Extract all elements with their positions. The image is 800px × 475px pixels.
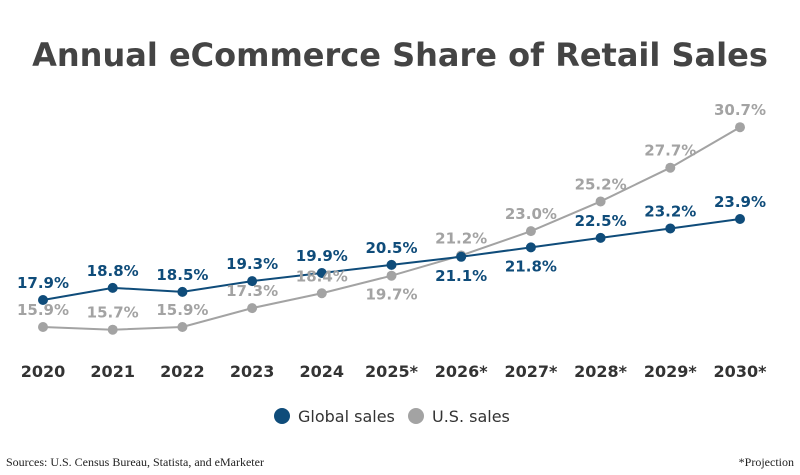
x-tick-label: 2029*: [644, 362, 698, 381]
data-label: 15.9%: [156, 301, 208, 319]
data-point: [595, 232, 606, 243]
data-point: [665, 223, 676, 234]
data-point: [525, 226, 536, 237]
data-label: 19.7%: [365, 286, 417, 304]
x-tick-label: 2023: [230, 362, 275, 381]
x-tick-label: 2022: [160, 362, 205, 381]
data-point: [595, 196, 606, 207]
legend-label-global: Global sales: [298, 407, 395, 426]
data-point: [38, 322, 48, 332]
data-label: 19.9%: [296, 247, 348, 265]
data-point: [247, 276, 258, 287]
data-point: [665, 162, 676, 173]
data-label: 21.2%: [435, 229, 487, 247]
data-label: 18.5%: [156, 266, 208, 284]
data-label: 30.7%: [714, 101, 766, 119]
data-point: [177, 286, 188, 297]
data-label: 17.3%: [226, 282, 278, 300]
data-label: 22.5%: [575, 212, 627, 230]
source-note: Sources: U.S. Census Bureau, Statista, a…: [6, 455, 264, 469]
data-label: 23.0%: [505, 205, 557, 223]
data-label: 23.2%: [644, 202, 696, 220]
data-point: [316, 288, 327, 299]
data-label: 27.7%: [644, 142, 696, 160]
legend-marker-us: [408, 408, 424, 424]
x-tick-label: 2020: [21, 362, 66, 381]
data-label: 18.8%: [87, 262, 139, 280]
x-tick-label: 2024: [300, 362, 345, 381]
legend-label-us: U.S. sales: [432, 407, 510, 426]
data-point: [38, 295, 48, 305]
data-point: [247, 303, 258, 314]
x-tick-label: 2030*: [714, 362, 768, 381]
data-label: 17.9%: [17, 274, 69, 292]
data-label: 15.9%: [17, 301, 69, 319]
data-label: 15.7%: [87, 304, 139, 322]
data-point: [316, 268, 327, 278]
legend: Global sales U.S. sales: [274, 407, 510, 426]
data-point: [107, 324, 118, 335]
data-label: 21.1%: [435, 267, 487, 285]
data-point: [456, 251, 467, 262]
projection-note: *Projection: [739, 455, 794, 469]
data-point: [177, 322, 188, 332]
data-point: [525, 242, 536, 253]
legend-marker-global: [274, 408, 290, 424]
data-label: 18.4%: [296, 267, 348, 285]
data-label: 25.2%: [575, 175, 627, 193]
x-tick-label: 2021: [90, 362, 135, 381]
x-tick-label: 2026*: [435, 362, 489, 381]
data-point: [386, 259, 397, 270]
data-point: [386, 270, 397, 281]
chart-title: Annual eCommerce Share of Retail Sales: [32, 36, 768, 74]
data-point: [735, 214, 745, 224]
data-label: 20.5%: [365, 239, 417, 257]
data-label: 19.3%: [226, 255, 278, 273]
data-point: [107, 282, 118, 293]
data-point: [735, 122, 745, 133]
x-tick-label: 2027*: [504, 362, 558, 381]
data-label: 21.8%: [505, 257, 557, 275]
data-label: 23.9%: [714, 193, 766, 211]
x-tick-label: 2028*: [574, 362, 628, 381]
x-tick-label: 2025*: [365, 362, 419, 381]
